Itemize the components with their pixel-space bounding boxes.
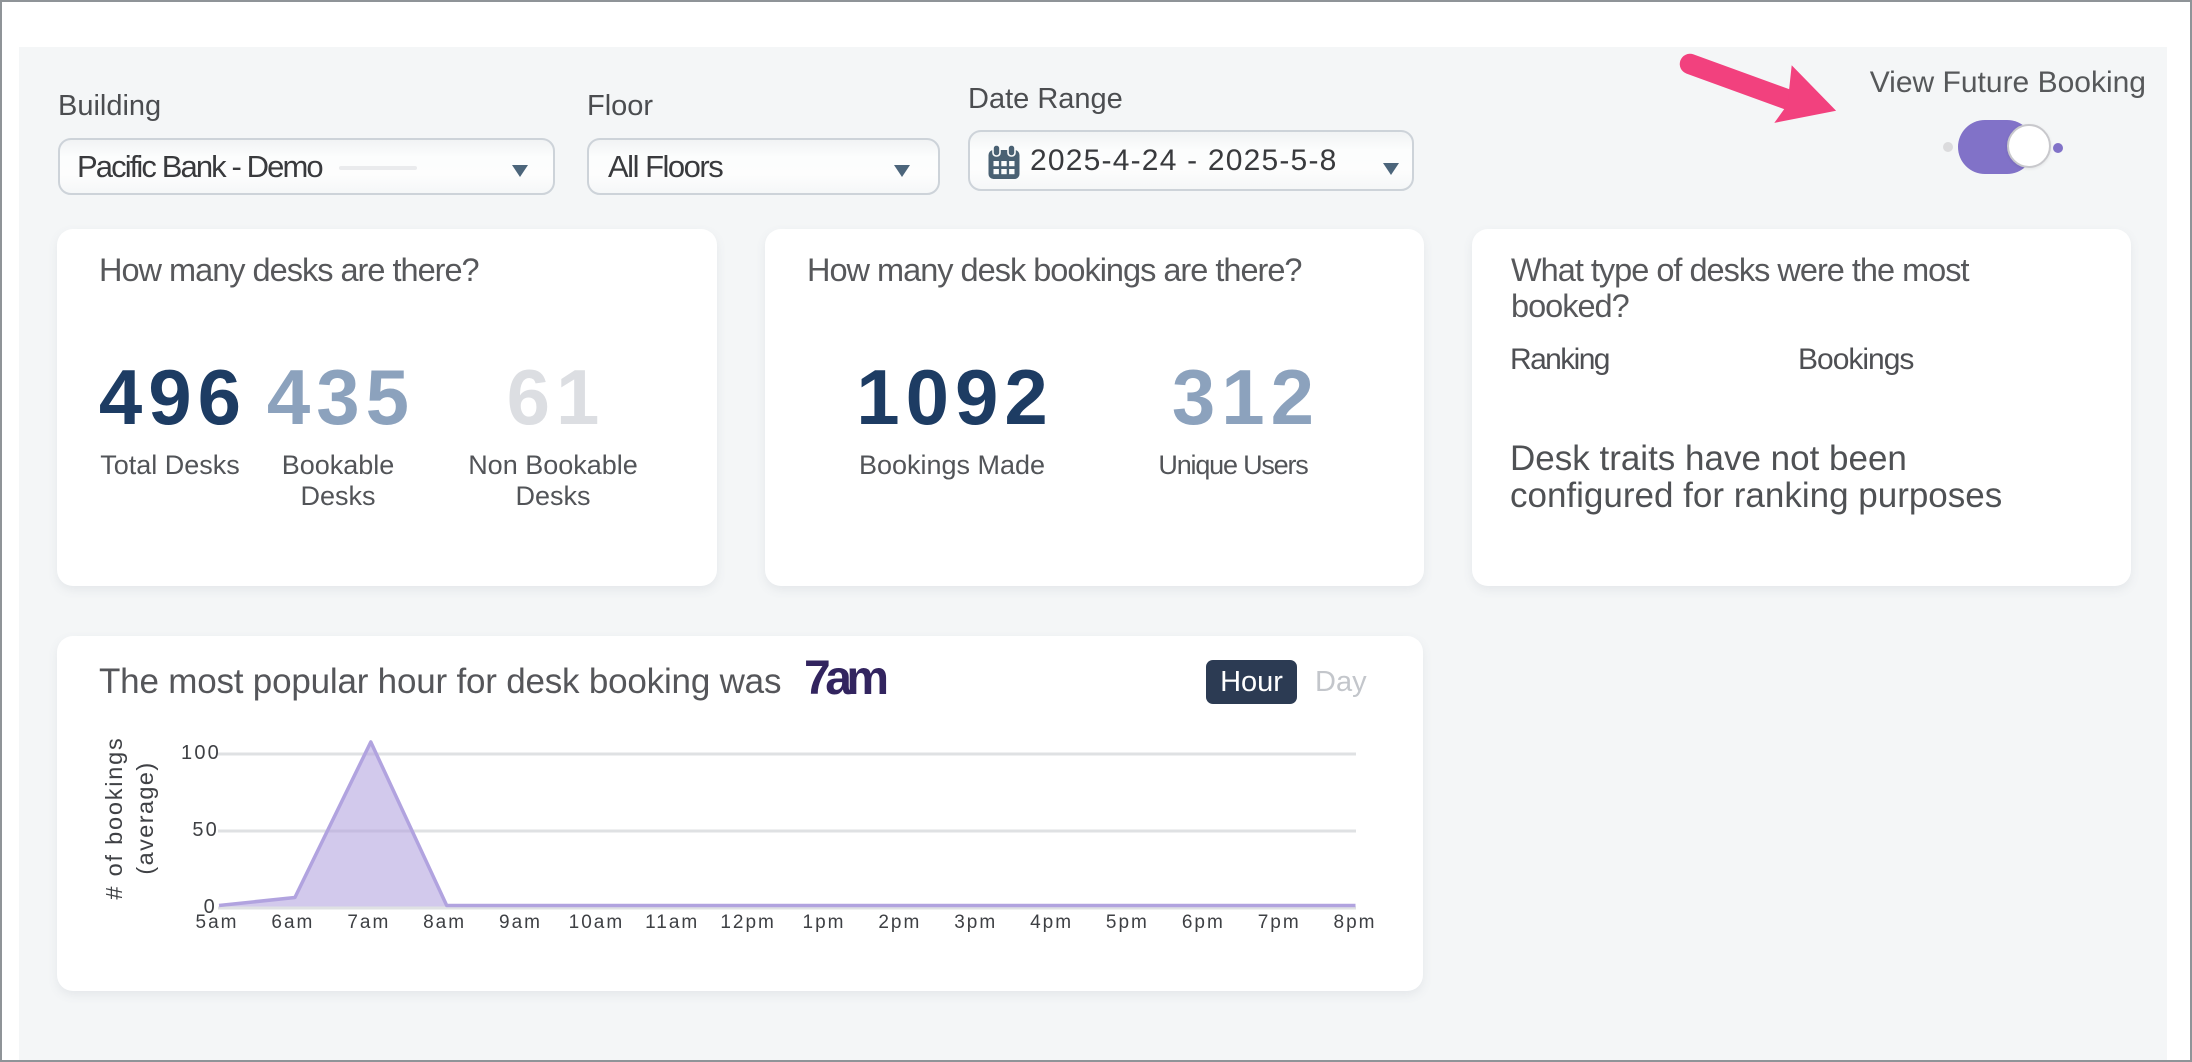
svg-text:(average): (average) — [132, 761, 158, 874]
svg-text:4pm: 4pm — [1030, 912, 1073, 933]
svg-text:7pm: 7pm — [1258, 912, 1301, 933]
svg-text:5am: 5am — [196, 912, 239, 933]
svg-text:6am: 6am — [271, 912, 314, 933]
svg-text:100: 100 — [181, 742, 221, 764]
svg-text:10am: 10am — [569, 912, 625, 933]
svg-text:11am: 11am — [645, 912, 699, 933]
svg-text:# of bookings: # of bookings — [101, 736, 127, 899]
svg-text:7am: 7am — [347, 912, 390, 933]
svg-text:6pm: 6pm — [1182, 912, 1225, 933]
svg-text:1pm: 1pm — [803, 912, 846, 933]
svg-text:50: 50 — [192, 819, 219, 841]
svg-text:5pm: 5pm — [1106, 912, 1149, 933]
svg-text:12pm: 12pm — [720, 912, 776, 933]
svg-text:3pm: 3pm — [954, 912, 997, 933]
svg-text:9am: 9am — [499, 912, 542, 933]
svg-text:2pm: 2pm — [878, 912, 921, 933]
svg-text:8am: 8am — [423, 912, 466, 933]
svg-text:0: 0 — [204, 896, 217, 918]
svg-text:8pm: 8pm — [1334, 912, 1377, 933]
